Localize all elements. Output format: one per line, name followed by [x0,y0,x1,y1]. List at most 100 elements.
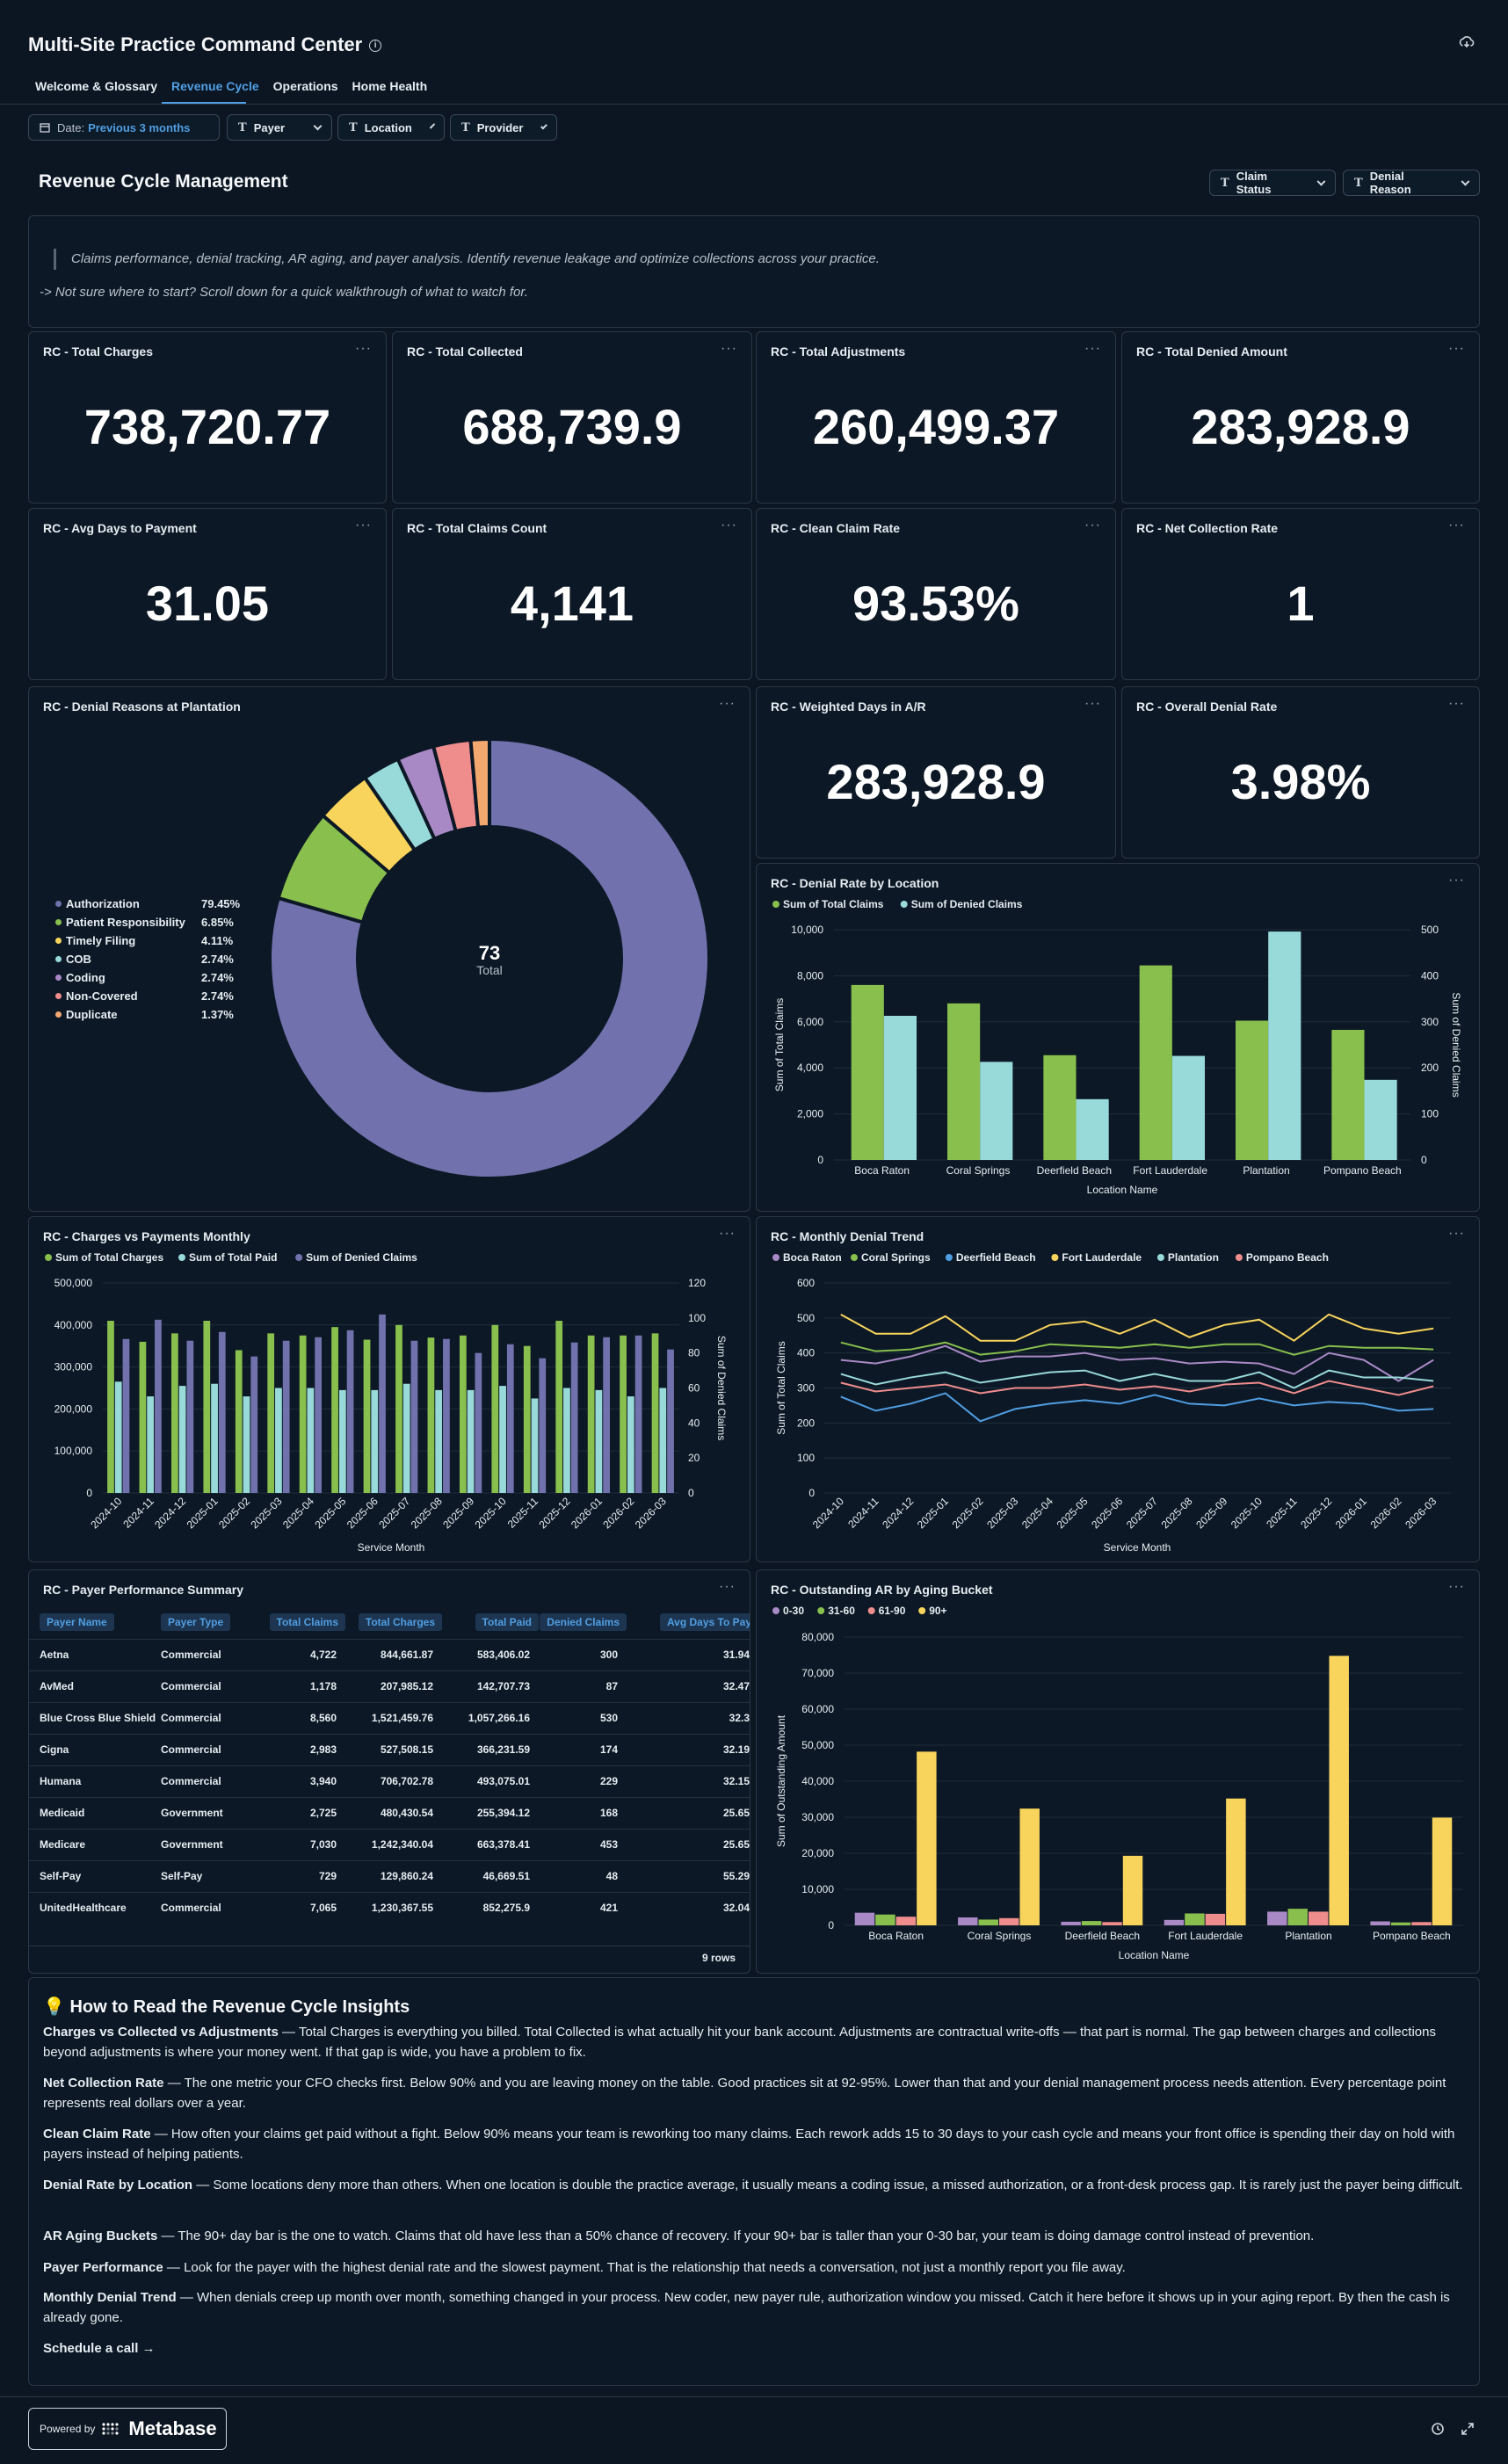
bar [978,1919,998,1925]
legend-item[interactable]: Duplicate 1.37% [55,1005,266,1024]
y-tick-label: 10,000 [791,924,823,936]
cloud-download-icon[interactable] [1459,35,1475,54]
table-cell: Cigna [29,1733,161,1765]
more-options-icon[interactable]: ··· [719,696,736,711]
more-options-icon[interactable]: ··· [1448,696,1465,711]
tab-home-health[interactable]: Home Health [352,79,428,93]
powered-by-badge[interactable]: Powered by Metabase [28,2408,227,2450]
y-tick-label: 200 [797,1417,815,1429]
kpi-title: RC - Total Claims Count [407,521,547,535]
legend-item[interactable]: Patient Responsibility 6.85% [55,913,266,931]
table-row[interactable]: AvMed Commercial 1,178 207,985.12 142,707.73… [29,1670,750,1702]
table-cell: Commercial [161,1670,266,1702]
bar [203,1321,211,1493]
bar [1390,1922,1411,1925]
bar [147,1396,155,1493]
table-row[interactable]: Blue Cross Blue Shield Commercial 8,560 1,5… [29,1701,750,1734]
table-row[interactable]: Aetna Commercial 4,722 844,661.87 583,406.02… [29,1638,750,1670]
card-title: RC - Denial Reasons at Plantation [43,699,241,714]
more-options-icon[interactable]: ··· [1448,341,1465,356]
date-filter[interactable]: Date: Previous 3 months [28,114,220,141]
table-row[interactable]: Medicare Government 7,030 1,242,340.04 663,3… [29,1828,750,1860]
more-options-icon[interactable]: ··· [355,518,372,533]
legend-label: Timely Filing [66,934,136,947]
legend-item[interactable]: Timely Filing 4.11% [55,931,266,950]
more-options-icon[interactable]: ··· [1448,518,1465,533]
kpi-value: 283,928.9 [826,754,1046,809]
provider-filter[interactable]: T Provider [450,114,557,141]
column-header[interactable]: Total Paid [442,1605,539,1639]
donut-slice [268,736,711,1180]
y-tick-label: 10,000 [801,1883,834,1895]
column-header[interactable]: Payer Name [29,1605,161,1639]
legend-item[interactable]: Coding 2.74% [55,968,266,987]
metabase-brand: Metabase [128,2417,217,2439]
more-options-icon[interactable]: ··· [1084,341,1101,356]
more-options-icon[interactable]: ··· [719,1226,736,1241]
column-header[interactable]: Total Charges [345,1605,442,1639]
table-cell: 2,725 [266,1796,345,1829]
more-options-icon[interactable]: ··· [721,341,737,356]
tab-welcome[interactable]: Welcome & Glossary [35,79,158,93]
legend-label: Coral Springs [861,1251,931,1264]
tab-revenue-cycle[interactable]: Revenue Cycle [171,79,259,93]
table-row[interactable]: Cigna Commercial 2,983 527,508.15 366,231.59… [29,1733,750,1765]
more-options-icon[interactable]: ··· [1448,1579,1465,1594]
y-axis-label: Sum of Total Claims [773,998,786,1091]
y-tick-label: 300 [797,1382,815,1395]
more-options-icon[interactable]: ··· [1448,1226,1465,1241]
more-options-icon[interactable]: ··· [355,341,372,356]
more-options-icon[interactable]: ··· [721,518,737,533]
donut-chart [268,736,711,1180]
legend-dot [295,1254,303,1261]
fullscreen-icon[interactable] [1461,2422,1475,2440]
legend-dot [817,1607,825,1614]
y-tick-label: 400,000 [54,1319,93,1331]
table-cell: 32.15 [627,1765,750,1797]
legend-dot [900,901,908,908]
table-cell: 25.65 [627,1828,750,1860]
more-options-icon[interactable]: ··· [1448,873,1465,888]
section-title: Revenue Cycle Management [39,171,288,192]
kpi-value: 93.53% [852,576,1019,631]
x-tick-label: Coral Springs [946,1164,1011,1177]
column-header[interactable]: Total Claims [266,1605,345,1639]
more-options-icon[interactable]: ··· [1084,696,1101,711]
table-cell: Humana [29,1765,161,1797]
clock-icon[interactable] [1431,2422,1445,2440]
claim-status-filter[interactable]: T Claim Status [1209,170,1336,196]
location-filter[interactable]: T Location [337,114,445,141]
x-axis-label: Location Name [1119,1949,1190,1961]
legend-label: 0-30 [783,1605,804,1617]
how-to-read-card: 💡 How to Read the Revenue Cycle Insights… [28,1977,1480,2386]
schedule-call-link[interactable]: Schedule a call → [43,2341,156,2356]
kpi-title: RC - Total Adjustments [771,344,906,359]
howto-item: Charges vs Collected vs Adjustments — To… [43,2022,1467,2062]
more-options-icon[interactable]: ··· [719,1579,736,1594]
table-cell: Commercial [161,1765,266,1797]
walkthrough-hint: -> Not sure where to start? Scroll down … [40,285,528,300]
table-cell: 530 [539,1701,627,1734]
table-row[interactable]: Self-Pay Self-Pay 729 129,860.24 46,669.51 48… [29,1859,750,1892]
monthly-denial-trend-card: RC - Monthly Denial Trend ··· Boca Raton… [756,1216,1480,1562]
table-row[interactable]: UnitedHealthcare Commercial 7,065 1,230,367… [29,1891,750,1924]
more-options-icon[interactable]: ··· [1084,518,1101,533]
legend-label: Duplicate [66,1008,118,1021]
info-icon[interactable]: i [369,40,382,53]
tab-operations[interactable]: Operations [272,79,338,93]
payer-filter[interactable]: T Payer [227,114,332,141]
column-header[interactable]: Avg Days To Pay [627,1605,750,1639]
column-header[interactable]: Denied Claims [539,1605,627,1639]
bar [139,1341,147,1493]
bar [603,1337,611,1493]
legend-item[interactable]: Authorization 79.45% [55,895,266,913]
x-tick-label: Coral Springs [968,1930,1032,1942]
legend-item[interactable]: Non-Covered 2.74% [55,987,266,1005]
legend-item[interactable]: COB 2.74% [55,950,266,968]
denial-reason-filter[interactable]: T Denial Reason [1343,170,1480,196]
table-cell: 32.04 [627,1891,750,1924]
table-row[interactable]: Medicaid Government 2,725 480,430.54 255,394… [29,1796,750,1829]
table-row[interactable]: Humana Commercial 3,940 706,702.78 493,075.0… [29,1765,750,1797]
column-header[interactable]: Payer Type [161,1605,266,1639]
legend-pct: 2.74% [201,989,234,1003]
